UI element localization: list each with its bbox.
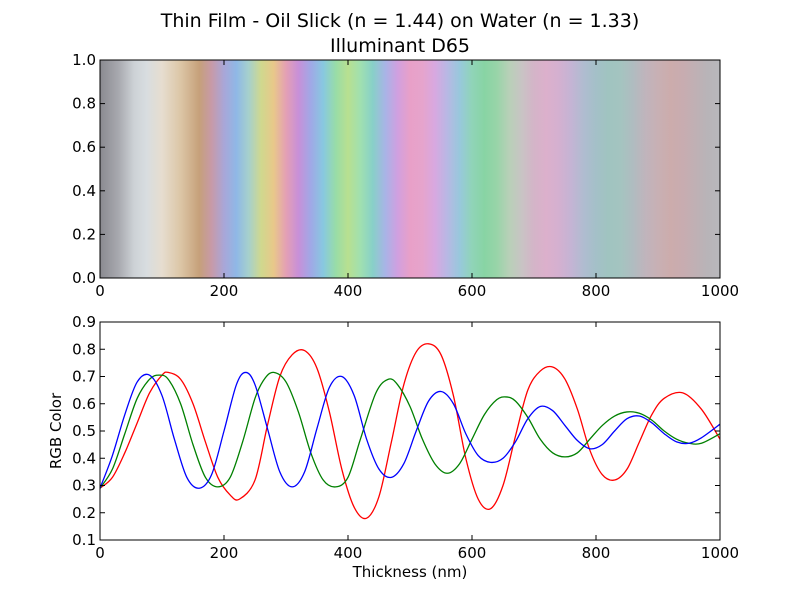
bottom-y-tick-label: 0.1 <box>72 531 96 549</box>
bottom-x-tick-label: 200 <box>210 544 239 562</box>
bottom-x-tick-label: 400 <box>334 544 363 562</box>
bottom-y-tick-label: 0.5 <box>72 422 96 440</box>
bottom-y-tick-label: 0.6 <box>72 395 96 413</box>
chart-subtitle: Illuminant D65 <box>329 35 470 57</box>
top-x-tick-label: 800 <box>582 282 611 300</box>
bottom-y-tick-label: 0.7 <box>72 368 96 386</box>
bottom-x-tick-label: 800 <box>582 544 611 562</box>
bottom-x-tick-label: 0 <box>95 544 105 562</box>
top-y-tick-label: 0.2 <box>72 225 96 243</box>
bottom-y-tick-label: 0.4 <box>72 449 96 467</box>
bottom-y-tick-label: 0.3 <box>72 477 96 495</box>
top-plot-frame <box>99 59 721 279</box>
top-y-tick-label: 0.8 <box>72 95 96 113</box>
top-x-tick-label: 400 <box>334 282 363 300</box>
top-y-tick-label: 0.4 <box>72 182 96 200</box>
color-strip-plot: 0 200 400 600 800 1000 0.0 0.2 0.4 0.6 0.8 1.0 <box>72 51 739 300</box>
top-x-tick-label: 600 <box>458 282 487 300</box>
top-x-tick-label: 200 <box>210 282 239 300</box>
x-axis-label: Thickness (nm) <box>352 563 468 581</box>
bottom-y-tick-label: 0.9 <box>72 313 96 331</box>
green-series-line <box>99 371 721 489</box>
bottom-x-tick-label: 600 <box>458 544 487 562</box>
top-y-tick-label: 0.6 <box>72 138 96 156</box>
chart-title: Thin Film - Oil Slick (n = 1.44) on Wate… <box>160 10 640 32</box>
top-x-tick-label: 0 <box>95 282 105 300</box>
top-x-tick-label: 1000 <box>701 282 739 300</box>
color-strip <box>100 60 720 278</box>
y-axis-label: RGB Color <box>47 392 65 469</box>
top-y-tick-label: 1.0 <box>72 51 96 69</box>
blue-series-line <box>99 371 721 489</box>
bottom-plot-frame <box>99 321 721 541</box>
top-y-tick-label: 0.0 <box>72 269 96 287</box>
rgb-line-plot: 0 200 400 600 800 1000 0.1 0.2 0.3 0.4 0.5 0.6 0.7 0.… <box>47 313 739 581</box>
bottom-y-tick-label: 0.2 <box>72 504 96 522</box>
red-series-line <box>99 343 721 520</box>
bottom-x-tick-label: 1000 <box>701 544 739 562</box>
bottom-y-tick-label: 0.8 <box>72 340 96 358</box>
